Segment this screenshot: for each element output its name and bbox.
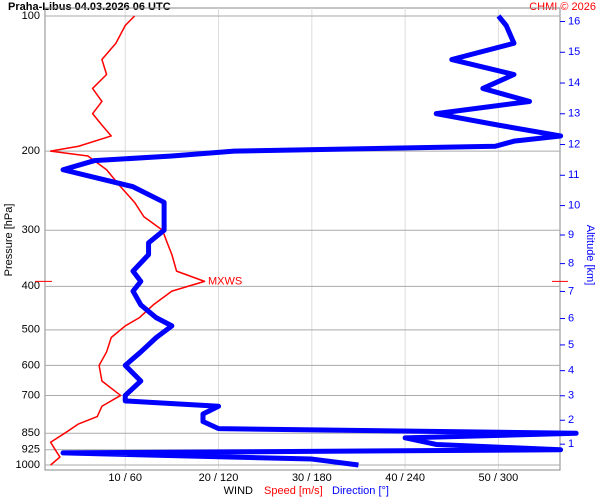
y2-tick-label: 16: [568, 15, 580, 27]
y2-tick-label: 5: [568, 339, 574, 351]
y-tick-label: 1000: [16, 459, 40, 471]
y2-tick-label: 7: [568, 285, 574, 297]
y2-tick-label: 9: [568, 229, 574, 241]
x-tick-label: 30 / 180: [292, 472, 332, 484]
y-tick-label: 600: [22, 359, 40, 371]
legend-direction: Direction [°]: [332, 485, 389, 497]
credit: CHMI © 2026: [529, 1, 596, 13]
y2-tick-label: 4: [568, 365, 574, 377]
wind-line: [60, 14, 579, 468]
y-tick-label: 400: [22, 280, 40, 292]
y-tick-label: 700: [22, 389, 40, 401]
y2-tick-label: 1: [568, 438, 574, 450]
x-tick-label: 20 / 120: [199, 472, 239, 484]
y-tick-label: 850: [22, 427, 40, 439]
y2-tick-label: 8: [568, 258, 574, 270]
y-tick-label: 300: [22, 224, 40, 236]
annotation: MXWS: [208, 275, 242, 287]
y2-tick-label: 10: [568, 199, 580, 211]
y2-tick-label: 3: [568, 390, 574, 402]
y2-axis-label: Altitude [km]: [584, 225, 596, 286]
y-axis-label: Pressure [hPa]: [3, 204, 15, 277]
y2-tick-label: 11: [568, 169, 579, 181]
y-tick-label: 925: [22, 444, 40, 456]
chart-title: Praha-Libus 04.03.2026 06 UTC: [8, 1, 171, 13]
y2-tick-label: 13: [568, 108, 580, 120]
plot-frame: [44, 7, 561, 471]
y2-tick-label: 12: [568, 138, 580, 150]
y2-tick-label: 6: [568, 312, 574, 324]
legend-speed: Speed [m/s]: [264, 485, 323, 497]
y-tick-label: 200: [22, 145, 40, 157]
y2-tick-label: 15: [568, 46, 580, 58]
x-tick-label: 50 / 300: [479, 472, 519, 484]
y2-tick-label: 2: [568, 414, 574, 426]
x-tick-label: 40 / 240: [385, 472, 425, 484]
y2-tick-label: 14: [568, 77, 580, 89]
wind-line: [49, 15, 206, 466]
x-tick-label: 10 / 60: [108, 472, 142, 484]
x-axis-label: WIND: [224, 485, 253, 497]
y-tick-label: 500: [22, 324, 40, 336]
y-tick-label: 100: [22, 10, 40, 22]
